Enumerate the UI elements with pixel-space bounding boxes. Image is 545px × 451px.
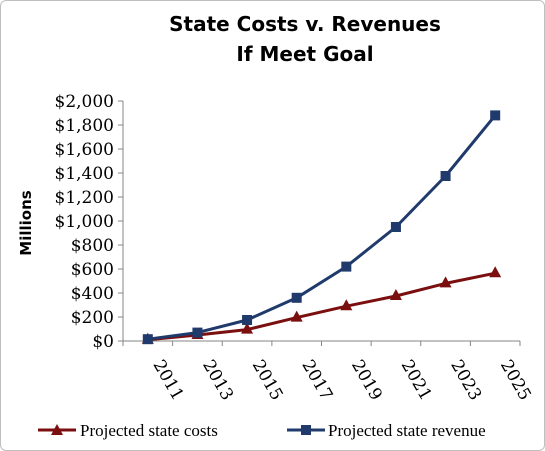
series-line-costs xyxy=(147,271,496,342)
data-point-costs xyxy=(290,310,303,322)
y-ticks: $0 $200 $400 $600 $800 $1,000 $1,200 $1,400 $1,6… xyxy=(55,92,123,352)
data-point-costs xyxy=(340,299,353,311)
chart-title-line2: If Meet Goal xyxy=(236,42,373,66)
x-tick-label: 2021 xyxy=(397,357,436,404)
series-line-revenue xyxy=(147,114,497,341)
x-ticks: 2011 2013 2015 2017 2019 2021 2023 2025 xyxy=(122,341,535,404)
x-tick-label: 2015 xyxy=(248,357,287,404)
data-point-costs xyxy=(439,276,452,288)
data-point-revenue xyxy=(242,315,253,325)
legend-label-revenue: Projected state revenue xyxy=(328,421,486,440)
legend-label-costs: Projected state costs xyxy=(80,421,218,440)
x-tick-label: 2017 xyxy=(297,357,336,404)
data-point-revenue xyxy=(490,110,501,121)
data-point-revenue xyxy=(142,334,153,345)
data-point-revenue xyxy=(440,171,451,181)
data-point-costs xyxy=(241,322,254,334)
y-tick-label: $1,400 xyxy=(55,164,114,184)
y-tick-label: $1,200 xyxy=(55,188,114,208)
legend-item-revenue: Projected state revenue xyxy=(287,421,486,440)
legend-swatch-marker-revenue xyxy=(301,425,311,435)
series-layer xyxy=(141,110,502,345)
y-tick-label: $800 xyxy=(71,236,114,256)
x-tick-label: 2025 xyxy=(496,357,535,404)
y-tick-label: $400 xyxy=(71,284,114,304)
axes xyxy=(122,101,520,342)
y-tick-label: $2,000 xyxy=(55,92,114,112)
data-point-revenue xyxy=(390,222,401,232)
y-tick-label: $600 xyxy=(71,260,114,280)
legend-swatch-marker-costs xyxy=(51,424,63,435)
chart-title-line1: State Costs v. Revenues xyxy=(169,12,441,36)
x-tick-label: 2019 xyxy=(347,357,386,404)
data-point-revenue xyxy=(291,292,302,303)
x-tick-label: 2011 xyxy=(148,357,187,404)
legend: Projected state costs Projected state re… xyxy=(38,421,486,440)
data-point-costs xyxy=(489,266,502,278)
y-tick-label: $1,800 xyxy=(55,116,114,136)
legend-item-costs: Projected state costs xyxy=(38,421,218,440)
y-tick-label: $1,000 xyxy=(55,212,114,232)
data-point-revenue xyxy=(192,327,203,338)
x-tick-label: 2013 xyxy=(198,357,237,404)
data-point-revenue xyxy=(341,261,352,272)
x-tick-label: 2023 xyxy=(446,357,485,404)
y-tick-label: $200 xyxy=(71,308,114,328)
y-axis-label: Millions xyxy=(17,190,35,255)
y-tick-label: $0 xyxy=(92,332,114,352)
data-point-costs xyxy=(389,289,402,300)
y-tick-label: $1,600 xyxy=(55,140,114,160)
